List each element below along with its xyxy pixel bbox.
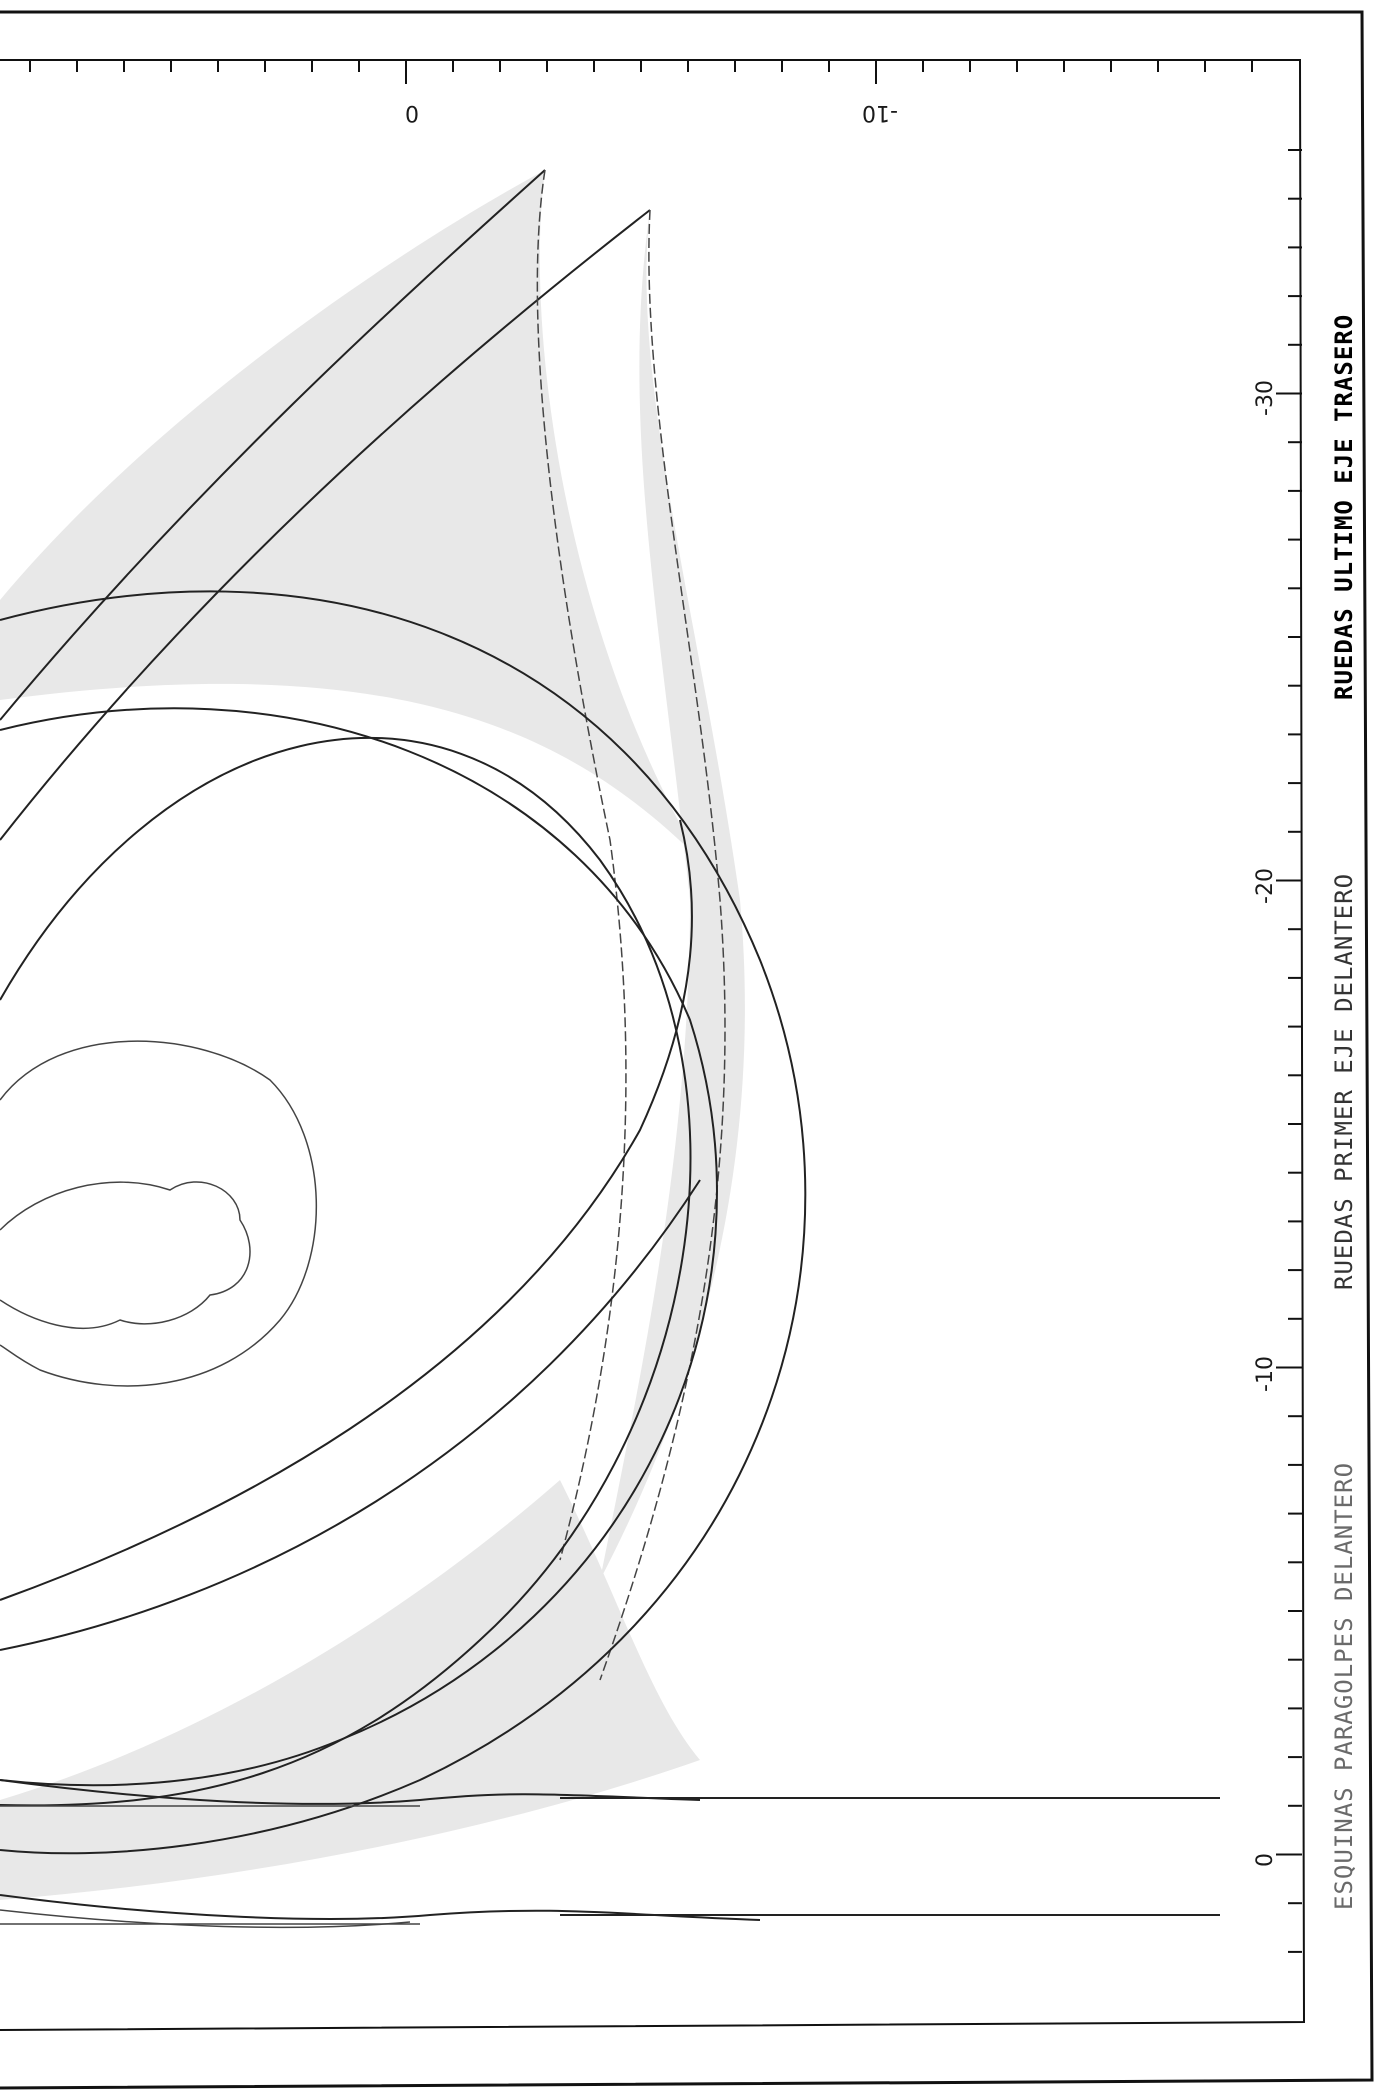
legend-rear-axle-wheels: RUEDAS ULTIMO EJE TRASERO (1330, 314, 1358, 700)
swept-area-right (600, 210, 745, 1580)
right-tick-label-0: 0 (1253, 1853, 1278, 1867)
inner-loop-large (0, 1040, 318, 1387)
top-axis-ticks (29, 60, 1253, 84)
outer-frame (0, 10, 1374, 2090)
front-wheel-arc-outer (0, 736, 692, 1807)
top-tick-label-0: 0 (405, 100, 419, 125)
outer-sweep-curve-a (0, 169, 546, 721)
right-tick-label-minus-10: -10 (1253, 1356, 1278, 1392)
right-axis-ticks (1276, 149, 1302, 1953)
exit-curve-lower (0, 1894, 761, 1921)
bumper-arc (0, 1179, 701, 1651)
outer-sweep-curve-b (0, 209, 651, 841)
legend-bumper-corners: ESQUINAS PARAGOLPES DELANTERO (1330, 1462, 1358, 1910)
exit-curve-upper (0, 1779, 701, 1805)
top-tick-label-minus-10: -10 (862, 100, 898, 125)
rear-wheel-arc-outer (0, 590, 807, 1855)
legend-front-axle-wheels: RUEDAS PRIMER EJE DELANTERO (1330, 873, 1358, 1290)
swept-area-upper (0, 170, 700, 860)
dashed-sweep-b (599, 209, 726, 1681)
front-wheel-arc-inner (0, 819, 693, 1601)
right-tick-label-minus-20: -20 (1253, 868, 1278, 904)
right-tick-label-minus-30: -30 (1253, 380, 1278, 416)
swept-area-lower (0, 1480, 700, 1900)
exit-curve-lower-b (0, 1909, 411, 1929)
dashed-sweep-a (536, 169, 627, 1561)
inner-loop-small (0, 1181, 251, 1329)
inner-plot-frame (0, 59, 1306, 2031)
